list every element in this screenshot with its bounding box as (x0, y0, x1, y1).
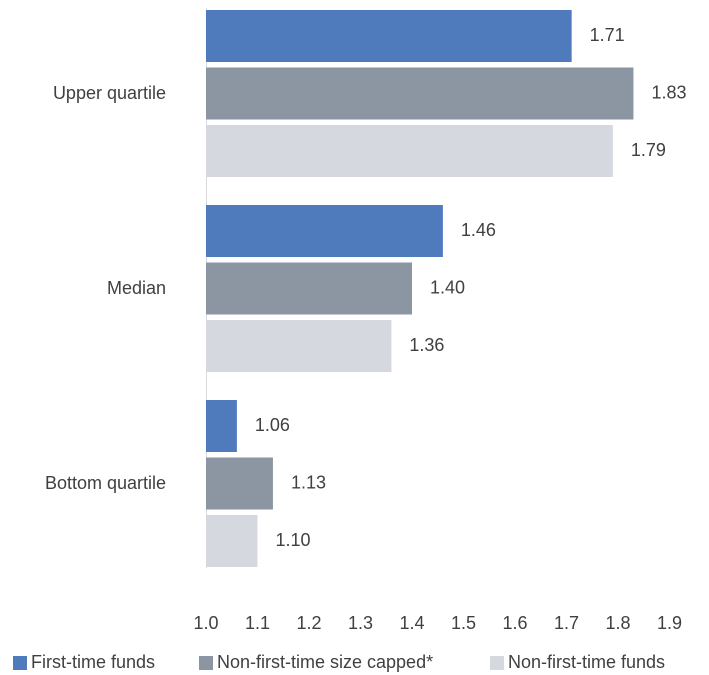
bar (206, 515, 258, 567)
x-tick-label: 1.2 (296, 613, 321, 633)
bar (206, 262, 412, 315)
x-tick-label: 1.5 (451, 613, 476, 633)
bar (206, 10, 572, 62)
x-tick-label: 1.3 (348, 613, 373, 633)
data-label: 1.40 (430, 277, 465, 297)
bar (206, 320, 392, 372)
data-label: 1.36 (409, 335, 444, 355)
bar (206, 400, 237, 452)
x-axis-tick-labels: 1.0 1.1 1.2 1.3 1.4 1.5 1.6 1.7 1.8 1.9 (193, 613, 682, 633)
category-label: Bottom quartile (45, 473, 166, 493)
x-tick-label: 1.1 (245, 613, 270, 633)
data-label: 1.71 (590, 25, 625, 45)
bars-group (206, 10, 634, 567)
bar (206, 205, 443, 257)
data-label: 1.46 (461, 220, 496, 240)
legend: First-time funds Non-first-time size capp… (13, 652, 665, 672)
category-label: Median (107, 278, 166, 298)
x-tick-label: 1.7 (554, 613, 579, 633)
value-labels: 1.71 1.83 1.79 1.46 1.40 1.36 1.06 1.13 1.10 (255, 25, 687, 550)
data-label: 1.06 (255, 415, 290, 435)
x-tick-label: 1.4 (399, 613, 424, 633)
bar (206, 67, 634, 120)
category-label: Upper quartile (53, 83, 166, 103)
legend-label: Non-first-time funds (508, 652, 665, 672)
data-label: 1.10 (276, 530, 311, 550)
x-tick-label: 1.8 (605, 613, 630, 633)
bar (206, 125, 613, 177)
data-label: 1.79 (631, 140, 666, 160)
legend-swatch (13, 656, 27, 670)
legend-swatch (199, 656, 213, 670)
x-tick-label: 1.9 (657, 613, 682, 633)
category-labels: Upper quartile Median Bottom quartile (45, 83, 166, 493)
bar (206, 457, 273, 510)
legend-swatch (490, 656, 504, 670)
data-label: 1.13 (291, 472, 326, 492)
x-tick-label: 1.6 (502, 613, 527, 633)
data-label: 1.83 (651, 82, 686, 102)
legend-label: First-time funds (31, 652, 155, 672)
legend-label: Non-first-time size capped* (217, 652, 433, 672)
x-tick-label: 1.0 (193, 613, 218, 633)
